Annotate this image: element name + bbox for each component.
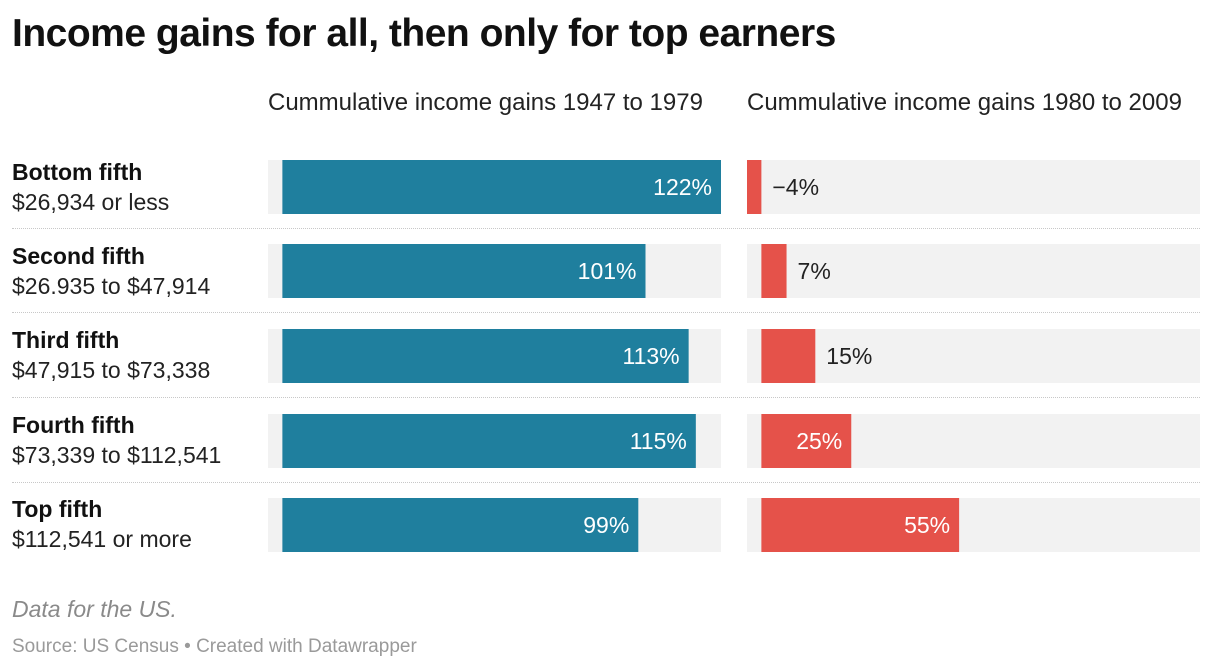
data-label: −4% [772,174,819,200]
row-label-bottom-fifth: Bottom fifth $26,934 or less [12,157,262,217]
row-divider [12,397,1200,398]
row-name: Second fifth [12,243,145,269]
data-label: 99% [583,512,629,538]
row-name: Bottom fifth [12,159,143,185]
chart-source: Source: US Census • Created with Datawra… [12,636,417,657]
row-label-third-fifth: Third fifth $47,915 to $73,338 [12,325,262,385]
bar [282,498,639,552]
row-range: $112,541 or more [12,526,192,552]
row-label-fourth-fifth: Fourth fifth $73,339 to $112,541 [12,410,262,470]
row-range: $26.935 to $47,914 [12,273,211,299]
bar [747,160,762,214]
data-label: 115% [630,428,687,454]
row-range: $73,339 to $112,541 [12,442,222,468]
bar-track [747,244,1200,298]
bar [761,498,960,552]
bar [282,244,646,298]
data-label: 122% [653,174,712,200]
bar-track [747,329,1200,383]
data-label: 15% [826,343,872,369]
row-divider [12,482,1200,483]
data-label: 101% [578,258,637,284]
bar [761,414,852,468]
row-divider [12,312,1200,313]
row-name: Third fifth [12,327,120,353]
data-label: 25% [796,428,842,454]
row-label-top-fifth: Top fifth $112,541 or more [12,494,262,554]
bar [761,244,787,298]
bar [761,329,816,383]
panel-title-1980-2009: Cummulative income gains 1980 to 2009 [747,89,1182,116]
row-range: $47,915 to $73,338 [12,357,211,383]
data-label: 113% [623,343,680,369]
row-range: $26,934 or less [12,189,170,215]
bar [282,329,689,383]
bar [282,160,721,214]
data-label: 7% [798,258,831,284]
chart-title: Income gains for all, then only for top … [12,12,836,55]
chart-note: Data for the US. [12,596,177,622]
row-divider [12,228,1200,229]
panel-title-1947-1979: Cummulative income gains 1947 to 1979 [268,89,703,116]
row-name: Fourth fifth [12,412,135,438]
bar [282,414,696,468]
bar-track [747,160,1200,214]
data-label: 55% [904,512,950,538]
row-name: Top fifth [12,496,103,522]
row-label-second-fifth: Second fifth $26.935 to $47,914 [12,241,262,301]
